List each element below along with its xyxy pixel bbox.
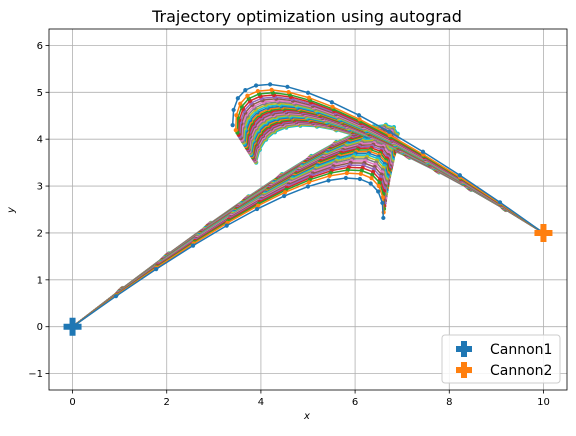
- trajectory-upper-2: [233, 87, 546, 236]
- trajectory-upper-2-point: [255, 88, 260, 94]
- trajectory-lower-1-point: [254, 206, 260, 212]
- trajectory-lower-1-point: [343, 175, 348, 181]
- trajectory-upper-1-point: [268, 82, 273, 87]
- trajectory-upper-2-point: [286, 89, 291, 95]
- trajectory-lower-1-point: [357, 176, 362, 182]
- legend-item-cannon2: Cannon2: [456, 362, 552, 379]
- y-tick-label: −1: [28, 369, 43, 380]
- legend-marker-cannon2: [456, 362, 472, 378]
- ticks: 0 2 4 6 8 10 −1 0 1 2 3 4 5 6: [28, 41, 550, 408]
- trajectory-lower-1-point: [368, 181, 373, 186]
- trajectory-lower-2-point: [283, 190, 288, 195]
- y-tick-label: 2: [37, 228, 43, 239]
- trajectory-lower-2-point: [376, 183, 381, 189]
- trajectory-lower-1-point: [305, 184, 311, 189]
- trajectory-upper-2-point: [330, 104, 335, 109]
- y-tick-label: 3: [37, 182, 43, 193]
- cannon-marker-1: [63, 317, 82, 336]
- trajectory-lower-1-point: [282, 193, 287, 199]
- trajectory-lower-2-point: [255, 203, 261, 208]
- trajectory-lower-1-point: [380, 200, 385, 206]
- trajectory-lower-2-point: [306, 180, 312, 185]
- trajectory-upper-2-point: [245, 93, 250, 98]
- trajectory-lower-3-point: [359, 168, 364, 173]
- trajectory-upper-2-point: [306, 95, 312, 100]
- trajectory-lower-2-point: [369, 176, 374, 181]
- trajectory-upper-1-point: [329, 100, 334, 105]
- trajectory-lower-2-point: [380, 195, 386, 200]
- trajectory-upper-2-point: [238, 101, 243, 106]
- y-tick-label: 1: [37, 275, 43, 286]
- y-tick-label: 4: [37, 135, 43, 146]
- trajectory-lower-1-point: [326, 178, 331, 183]
- cannon-layer: [63, 223, 553, 336]
- trajectory-upper-1-point: [457, 173, 462, 178]
- x-tick-label: 2: [164, 397, 170, 408]
- trajectory-upper-2-point: [357, 117, 362, 122]
- trajectory-upper-1-point: [235, 96, 240, 101]
- chart-title: Trajectory optimization using autograd: [151, 7, 462, 26]
- y-tick-label: 6: [37, 41, 43, 52]
- trajectory-upper-1-point: [497, 200, 503, 205]
- trajectory-lower-1-point: [154, 267, 159, 272]
- trajectory-upper-1: [230, 82, 546, 236]
- legend-label-cannon1: Cannon1: [490, 342, 552, 358]
- trajectory-lower-3-point: [377, 180, 382, 185]
- trajectory-upper-1-point: [231, 107, 236, 113]
- trajectory-upper-1-point: [420, 149, 426, 154]
- x-tick-label: 10: [537, 397, 550, 408]
- trajectory-lower-2-point: [344, 171, 349, 176]
- plot-frame: [48, 28, 568, 391]
- trajectory-lower-1-point: [224, 223, 229, 228]
- trajectory-lower-1-point: [381, 215, 386, 221]
- x-tick-label: 0: [69, 397, 75, 408]
- trajectory-lower-1-point: [113, 294, 119, 299]
- legend-marker-cannon1: [456, 341, 472, 357]
- trajectory-lower-1-point: [190, 243, 196, 248]
- trajectory-lower-2-point: [358, 171, 363, 176]
- trajectory-lower-2-point: [327, 173, 332, 179]
- x-tick-label: 4: [258, 397, 264, 408]
- x-tick-label: 8: [446, 397, 452, 408]
- y-tick-label: 0: [37, 322, 43, 333]
- trajectory-lower-1: [70, 175, 386, 329]
- trajectory-upper-2-point: [269, 87, 274, 92]
- y-axis-label: y: [6, 206, 17, 214]
- trajectory-lower-3-point: [370, 172, 375, 177]
- trajectory-upper-1-point: [356, 113, 362, 118]
- legend: Cannon1 Cannon2: [441, 334, 561, 384]
- legend-label-cannon2: Cannon2: [490, 363, 552, 379]
- trajectory-upper-2-point: [233, 127, 238, 133]
- legend-item-cannon1: Cannon1: [456, 341, 552, 358]
- trajectory-upper-1-point: [285, 84, 290, 89]
- x-axis-label: x: [303, 411, 310, 422]
- trajectory-upper-1-point: [254, 83, 259, 88]
- trajectory-upper-2-point: [234, 113, 239, 118]
- trajectory-lower-1-point: [376, 189, 381, 194]
- y-tick-label: 5: [37, 88, 43, 99]
- trajectory-upper-1-point: [230, 123, 235, 128]
- cannon-marker-2: [534, 223, 553, 242]
- trajectory-upper-2-point: [387, 133, 392, 138]
- trajectory-upper-1-point: [305, 90, 311, 95]
- trajectory-upper-1-point: [387, 129, 392, 134]
- trajectory-upper-1-point: [243, 88, 248, 93]
- x-tick-label: 6: [352, 397, 358, 408]
- series-layer: [70, 82, 546, 329]
